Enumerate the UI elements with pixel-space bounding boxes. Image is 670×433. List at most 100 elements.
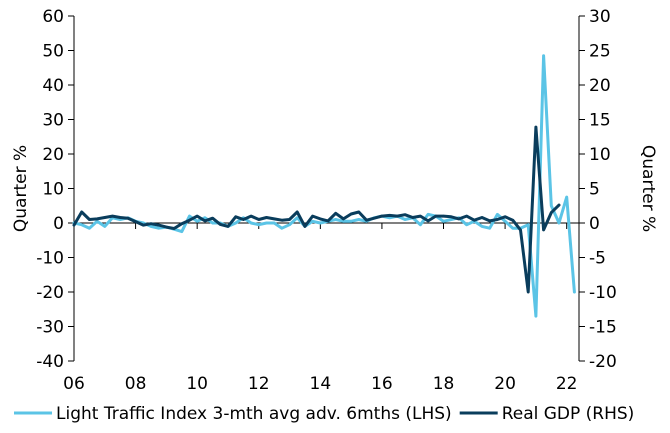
series-2-point [396,214,399,218]
series-2-point [80,210,83,214]
series-1-point [211,221,214,225]
right-tick-label: 20 [589,76,611,96]
left-axis-title: Quarter % [11,145,31,232]
series-2-point [172,227,176,230]
series-line-1 [72,54,576,318]
series-2-point [303,225,307,228]
series-2-point [165,225,168,229]
series-line-2 [72,125,561,294]
series-2-point [380,214,384,218]
x-tick-label: 12 [248,374,270,394]
legend-label-2: Real GDP (RHS) [502,404,635,424]
series-1-point [288,223,291,226]
right-tick-label: -15 [589,318,617,338]
series-2-point [311,214,314,218]
series-2-point [88,218,91,221]
series-2-point [219,223,222,226]
series-1-point [542,54,545,57]
series-2-point [550,211,553,214]
right-tick-label: 30 [589,7,611,27]
series-2-point [496,218,499,221]
left-tick-label: 20 [42,145,64,165]
left-tick-label: 10 [42,180,64,200]
series-2-point [234,215,237,218]
series-2-point [242,218,245,221]
series-2-point [126,217,130,220]
series-2-point [527,290,530,294]
series-1-point [442,220,445,223]
series-1-point [565,195,568,199]
series-1-point [273,221,276,225]
series-1-point [503,220,507,223]
series-1-point [80,223,83,226]
series-2-point [349,212,353,216]
series-2-point [373,217,376,220]
x-tick-label: 06 [63,374,85,394]
x-tick-label: 14 [310,374,332,394]
series-2-point [265,216,268,219]
series-2-point [273,217,276,221]
series-1-point [257,223,260,226]
series-2-point [388,214,391,217]
series-2-point [480,216,484,219]
series-1-point [465,223,468,226]
series-1-point [480,225,484,228]
series-1-point [534,314,538,318]
series-1-point [403,218,407,221]
series-2-point [72,223,76,227]
series-2-point [473,219,476,222]
left-tick-label: -30 [36,318,64,338]
left-tick-label: 50 [42,42,64,62]
series-2-point [365,219,368,222]
series-2-point [442,214,445,218]
series-1-point [296,216,299,219]
series-2-point [319,217,322,221]
series-2-point [342,217,345,221]
series-1-point [157,227,160,230]
series-1-point [357,218,360,221]
series-2-point [488,219,491,223]
series-2-point [142,223,145,227]
right-tick-label: 15 [589,111,611,131]
x-tick-label: 10 [186,374,208,394]
right-tick-label: -10 [589,283,617,303]
series-2-point [203,219,207,223]
series-1-point [196,220,199,223]
series-2-point [180,222,183,225]
series-1-point [88,227,91,230]
series-1-point [349,220,353,223]
right-tick-label: 5 [589,180,600,200]
series-1-point [419,223,422,226]
x-tick-label: 08 [125,374,147,394]
series-1-point [488,227,491,230]
series-1-point [573,290,576,294]
series-2-point [103,216,107,219]
left-tick-label: 30 [42,111,64,131]
series-1-point [334,218,337,221]
right-tick-label: 0 [589,214,600,234]
series-1-point [496,213,499,216]
series-2-point [426,219,430,223]
series-1-point [188,214,191,218]
series-1-point [265,221,268,225]
series-2-point [249,214,253,218]
series-2-point [411,216,414,219]
series-2-point [503,215,507,218]
series-2-point [196,214,199,218]
series-2-point [334,212,337,215]
series-1-point [149,225,153,228]
series-2-point [288,218,291,221]
series-1-point [95,220,99,223]
x-tick-label: 16 [371,374,393,394]
x-tick-label: 18 [433,374,455,394]
right-tick-label: -5 [589,249,606,269]
series-1-point [180,230,183,233]
series-2-point [357,210,360,214]
series-2-point [296,210,299,214]
right-axis-title: Quarter % [638,145,658,232]
series-2-point [557,203,561,207]
left-tick-label: 40 [42,76,64,96]
right-tick-label: -20 [589,352,617,372]
